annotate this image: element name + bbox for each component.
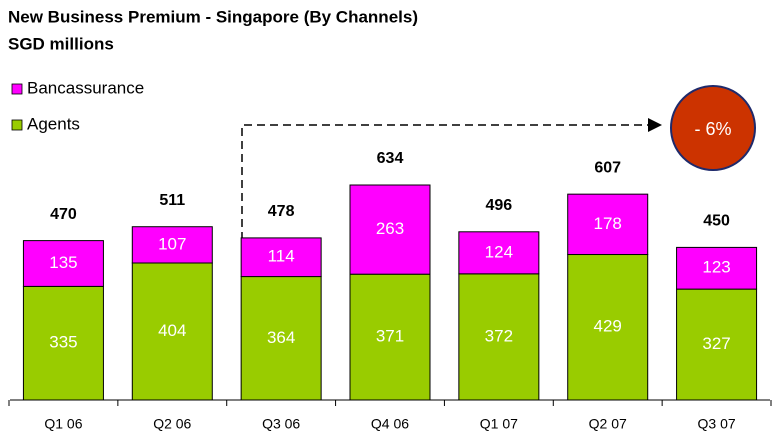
- value-label: 371: [376, 327, 404, 346]
- total-label: 470: [50, 206, 77, 223]
- value-label: 135: [49, 253, 77, 272]
- bar-segment: [458, 231, 540, 275]
- bar-segment: [131, 226, 213, 264]
- value-label: 364: [267, 328, 295, 347]
- change-bubble: [670, 85, 756, 171]
- value-label: 327: [702, 334, 730, 353]
- legend-label: Bancassurance: [27, 78, 144, 97]
- value-label: 404: [158, 321, 186, 340]
- bar-segment: [22, 285, 104, 401]
- bar-segment: [676, 288, 758, 401]
- x-tick-label: Q1 07: [480, 416, 518, 432]
- total-label: 496: [486, 197, 513, 214]
- legend-label: Agents: [27, 114, 80, 133]
- legend-swatch: [11, 83, 23, 95]
- total-label: 607: [594, 159, 621, 176]
- annotation: - 6%: [694, 119, 731, 139]
- value-label: 372: [485, 326, 513, 345]
- legend-swatch: [11, 119, 23, 131]
- total-label: 478: [268, 203, 295, 220]
- x-tick-label: Q1 06: [44, 416, 82, 432]
- x-tick-label: Q2 06: [153, 416, 191, 432]
- value-label: 107: [158, 234, 186, 253]
- value-label: 263: [376, 219, 404, 238]
- x-tick-label: Q4 06: [371, 416, 409, 432]
- bar-segment: [458, 273, 540, 401]
- total-label: 450: [703, 213, 730, 230]
- bar-segment: [349, 184, 431, 275]
- bar-segment: [349, 273, 431, 401]
- value-label: 124: [485, 242, 513, 261]
- total-label: 634: [377, 150, 404, 167]
- value-label: 429: [594, 317, 622, 336]
- x-tick-label: Q3 06: [262, 416, 300, 432]
- x-tick-label: Q2 07: [589, 416, 627, 432]
- bar-segment: [567, 193, 649, 256]
- value-label: 114: [268, 247, 295, 266]
- value-label: 178: [594, 214, 622, 233]
- value-label: 123: [702, 258, 730, 277]
- chart-title: New Business Premium - Singapore (By Cha…: [8, 7, 418, 26]
- total-label: 511: [159, 192, 185, 209]
- bar-segment: [22, 240, 104, 287]
- chart-subtitle: SGD millions: [8, 34, 114, 53]
- bar-segment: [240, 237, 322, 278]
- bar-segment: [240, 276, 322, 401]
- x-tick-label: Q3 07: [698, 416, 736, 432]
- arrow-head: [648, 118, 662, 132]
- value-label: 335: [49, 333, 77, 352]
- bar-segment: [676, 246, 758, 290]
